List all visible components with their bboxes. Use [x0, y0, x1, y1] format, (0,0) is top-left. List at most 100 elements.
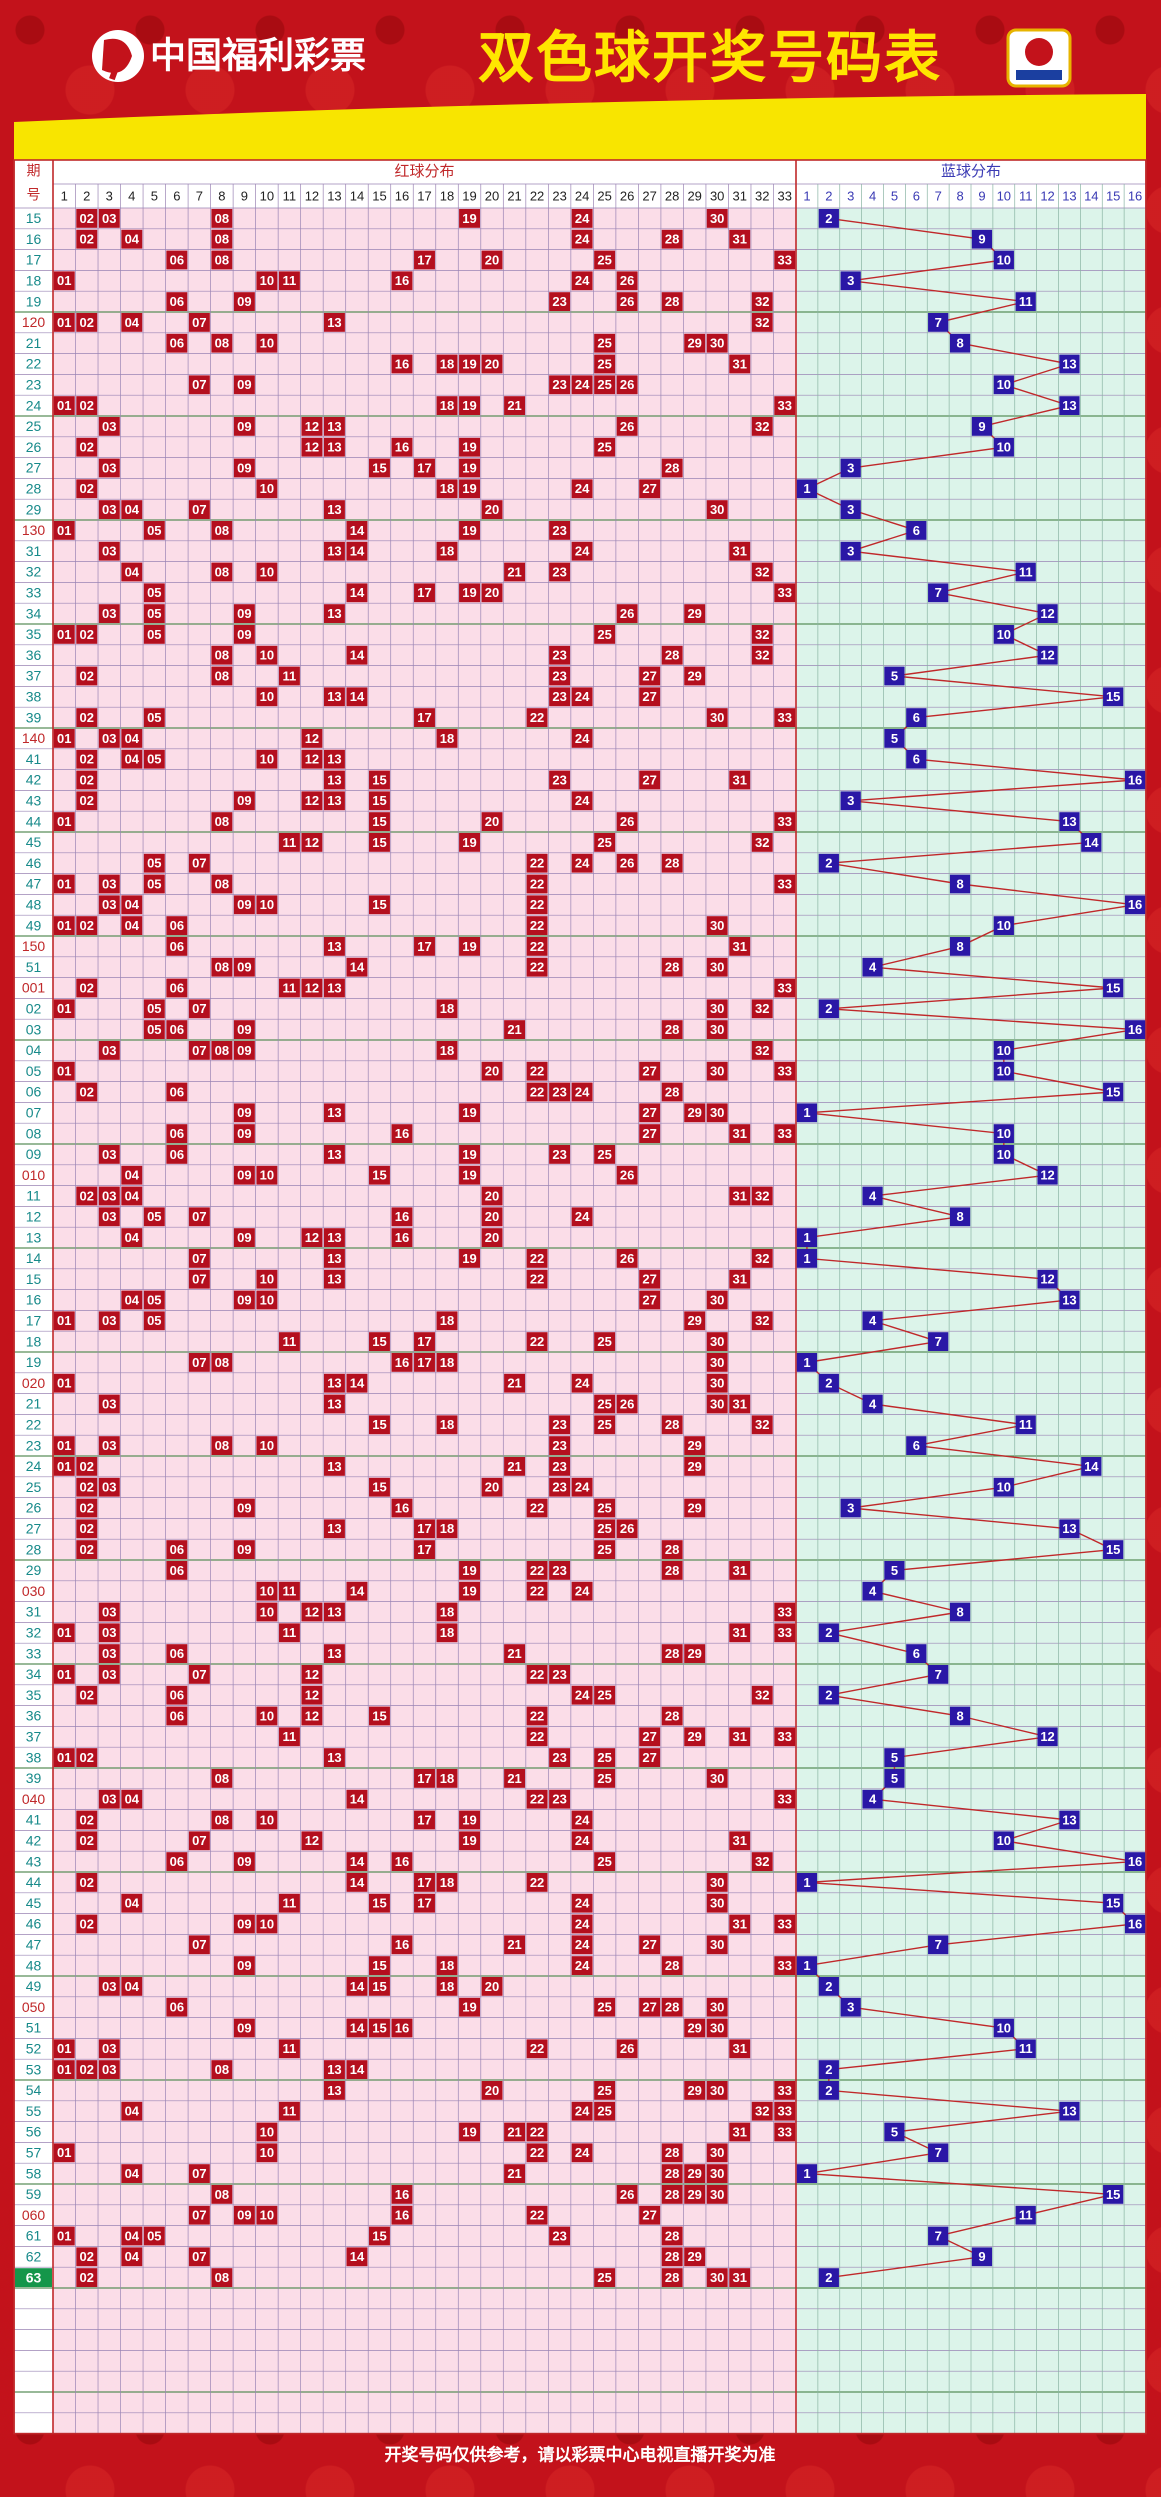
red-ball	[751, 1186, 773, 1206]
red-ball-number: 21	[507, 1646, 521, 1661]
red-ball-number: 23	[552, 2228, 566, 2243]
blue-ball	[971, 229, 993, 249]
blue-ball	[818, 2060, 839, 2079]
blue-ball	[1015, 2039, 1036, 2059]
red-ball-number: 17	[417, 252, 431, 267]
blue-ball	[1103, 978, 1124, 998]
blue-ball	[1059, 1810, 1080, 1830]
issue-number: 51	[26, 959, 42, 975]
red-ball-number: 18	[440, 1001, 454, 1016]
issue-number: 36	[26, 647, 42, 663]
red-ball	[549, 1082, 571, 1102]
red-ball-number: 08	[215, 648, 229, 663]
red-ball-number: 27	[642, 1105, 656, 1120]
red-ball	[774, 1956, 796, 1975]
red-header: 红球分布	[394, 163, 454, 180]
red-ball-number: 02	[80, 1188, 94, 1203]
red-ball	[616, 271, 638, 291]
red-column-label: 13	[327, 188, 341, 203]
red-ball	[774, 812, 796, 831]
red-ball-number: 15	[372, 772, 386, 787]
red-ball-number: 25	[597, 835, 611, 850]
red-ball-number: 26	[620, 606, 634, 621]
red-ball	[346, 1977, 368, 1996]
red-ball	[729, 1269, 751, 1289]
red-ball	[436, 1769, 458, 1788]
red-ball	[188, 1831, 210, 1851]
issue-number: 29	[26, 1562, 42, 1578]
issue-number: 18	[26, 1333, 42, 1349]
red-ball-number: 04	[125, 502, 140, 517]
red-ball	[256, 333, 278, 353]
red-ball-number: 26	[620, 419, 634, 434]
red-ball	[459, 1145, 480, 1164]
red-ball-number: 09	[237, 897, 251, 912]
red-ball	[459, 458, 480, 478]
blue-ball	[1059, 1290, 1080, 1310]
red-ball	[143, 521, 165, 540]
red-ball-number: 08	[215, 336, 229, 351]
red-ball-number: 02	[80, 1750, 94, 1765]
red-ball	[436, 1519, 458, 1539]
issue-number: 29	[26, 501, 42, 517]
red-ball	[661, 2143, 683, 2163]
red-ball-number: 22	[530, 2041, 544, 2056]
red-ball	[684, 1498, 706, 1518]
issue-number: 08	[26, 1125, 42, 1141]
red-ball	[594, 1145, 616, 1164]
red-ball-number: 28	[665, 1542, 679, 1557]
red-ball	[233, 417, 255, 436]
blue-ball	[796, 1873, 818, 1892]
red-column-label: 3	[106, 188, 113, 203]
issue-number: 14	[26, 1250, 42, 1266]
red-ball	[166, 250, 188, 270]
red-ball-number: 21	[507, 2124, 521, 2139]
red-ball-number: 17	[417, 1521, 431, 1536]
issue-number: 38	[26, 1749, 42, 1765]
blue-ball	[1059, 812, 1080, 831]
red-ball-number: 24	[575, 731, 590, 746]
red-ball	[278, 666, 300, 686]
blue-ball-number: 10	[997, 252, 1011, 267]
red-ball	[436, 541, 458, 561]
red-ball-number: 09	[237, 294, 251, 309]
blue-column-label: 4	[869, 188, 876, 203]
blue-ball-number: 12	[1040, 606, 1054, 621]
red-ball	[301, 1228, 323, 1247]
blue-ball-number: 10	[997, 1064, 1011, 1079]
red-ball-number: 13	[327, 980, 341, 995]
issue-number: 23	[26, 377, 42, 393]
blue-ball-number: 1	[803, 1875, 810, 1890]
red-ball	[256, 562, 278, 582]
issue-number: 27	[26, 460, 42, 476]
red-ball	[369, 2226, 390, 2246]
red-ball-number: 04	[125, 2104, 140, 2119]
red-ball-number: 10	[260, 1708, 274, 1723]
red-ball-number: 15	[372, 1958, 386, 1973]
red-ball	[233, 625, 255, 644]
red-ball-number: 02	[80, 2249, 94, 2264]
blue-ball-number: 11	[1019, 1417, 1033, 1432]
red-ball	[414, 708, 435, 727]
red-ball-number: 18	[440, 1625, 454, 1640]
blue-ball-number: 16	[1128, 1916, 1142, 1931]
red-ball-number: 09	[237, 1958, 251, 1973]
red-ball-number: 31	[732, 2270, 746, 2285]
red-ball-number: 26	[620, 377, 634, 392]
blue-ball-number: 6	[913, 1646, 920, 1661]
blue-ball-number: 3	[847, 544, 854, 559]
red-ball-number: 14	[350, 544, 365, 559]
footer-note: 开奖号码仅供参考，请以彩票中心电视直播开奖为准	[385, 2444, 776, 2464]
red-ball-number: 13	[327, 1521, 341, 1536]
red-ball-number: 33	[778, 2083, 792, 2098]
red-ball	[166, 1644, 188, 1663]
red-ball-number: 08	[215, 814, 229, 829]
red-ball-number: 15	[372, 2020, 386, 2035]
red-ball-number: 05	[147, 1292, 161, 1307]
red-ball-number: 31	[732, 1833, 746, 1848]
blue-ball	[862, 1186, 883, 1206]
blue-ball	[928, 583, 949, 603]
red-ball-number: 18	[440, 481, 454, 496]
red-ball-number: 06	[170, 939, 184, 954]
red-ball-number: 03	[102, 1480, 116, 1495]
